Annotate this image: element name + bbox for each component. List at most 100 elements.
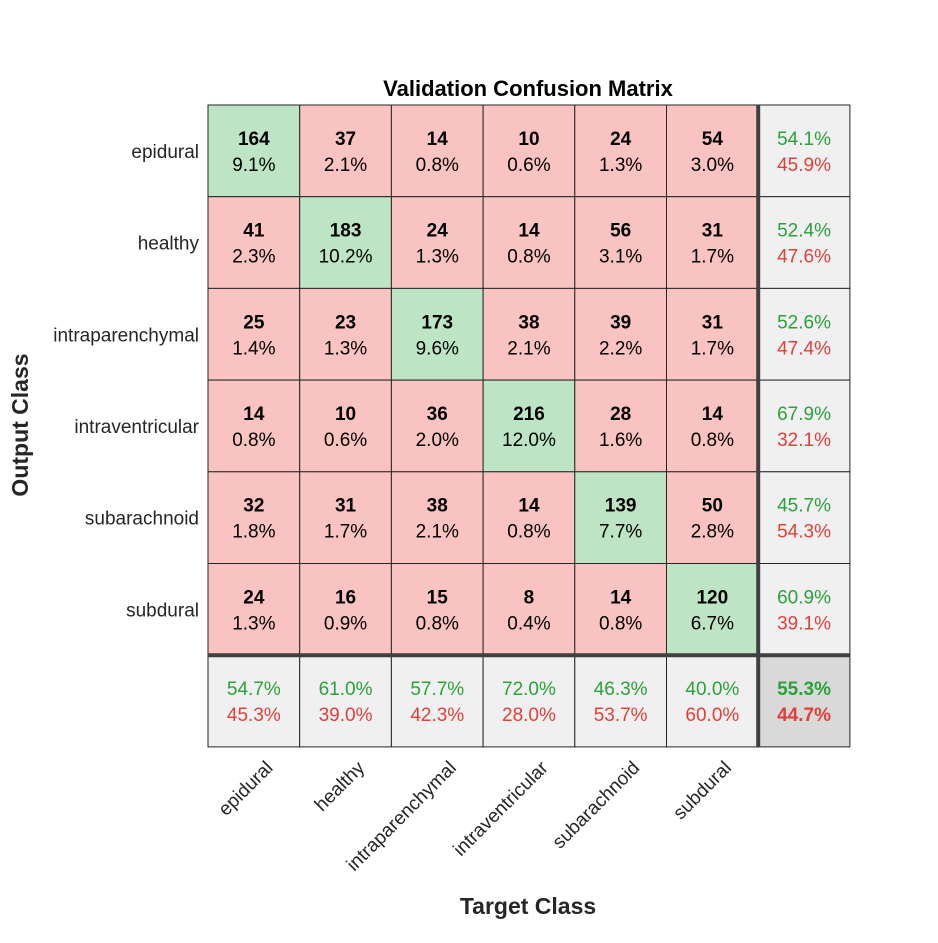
row-summary-cell [757, 563, 851, 656]
matrix-cell [207, 563, 301, 656]
cell-count: 10 [335, 404, 356, 425]
column-summary-cell [666, 654, 759, 748]
row-summary-correct: 54.1% [777, 129, 831, 150]
matrix-cell [574, 471, 667, 564]
cell-percent: 0.8% [507, 247, 550, 268]
cell-percent: 1.7% [691, 338, 734, 359]
overall-incorrect: 44.7% [777, 705, 831, 726]
cell-percent: 3.1% [599, 247, 642, 268]
cell-percent: 0.8% [416, 155, 459, 176]
cell-percent: 9.1% [232, 155, 275, 176]
cell-percent: 2.1% [416, 522, 459, 543]
row-summary-incorrect: 45.9% [777, 155, 831, 176]
cell-count: 38 [427, 496, 448, 517]
cell-count: 41 [243, 221, 265, 242]
column-summary-incorrect: 28.0% [502, 705, 556, 726]
row-summary-incorrect: 54.3% [777, 522, 831, 543]
column-summary-cell [574, 654, 667, 748]
row-summary-correct: 45.7% [777, 496, 831, 517]
column-summary-cell [482, 654, 576, 748]
matrix-cell [666, 379, 759, 473]
row-summary-cell [757, 287, 851, 381]
matrix-cell [299, 379, 392, 473]
cell-count: 28 [610, 404, 631, 425]
matrix-cell [482, 563, 576, 656]
cell-text-layer: 164 9.1% 37 2.1% 14 0.8% 10 0.6% 24 1.3% 54 3.0% 54.… [227, 129, 831, 726]
matrix-cell [299, 104, 392, 198]
row-class-label: intraparenchymal [53, 325, 199, 346]
matrix-cell [574, 563, 667, 656]
matrix-cell [207, 196, 301, 289]
column-summary-cell [207, 654, 301, 748]
cell-percent: 2.8% [691, 522, 734, 543]
matrix-cell [666, 287, 759, 381]
column-summary-cell [299, 654, 392, 748]
matrix-cell [390, 104, 484, 198]
cell-count: 39 [610, 312, 631, 333]
cell-count: 31 [702, 312, 724, 333]
cell-percent: 0.8% [599, 613, 642, 634]
matrix-cell [207, 379, 301, 473]
cell-count: 10 [518, 129, 539, 150]
cell-percent: 1.3% [416, 247, 459, 268]
matrix-cell [390, 287, 484, 381]
matrix-cell [390, 471, 484, 564]
cell-count: 32 [243, 496, 264, 517]
cell-percent: 1.3% [232, 613, 275, 634]
cell-count: 14 [702, 404, 724, 425]
column-class-label: healthy [311, 757, 370, 816]
matrix-cell [299, 563, 392, 656]
cell-count: 16 [335, 587, 356, 608]
matrix-cell [299, 287, 392, 381]
cell-count: 24 [610, 129, 632, 150]
column-summary-cell [390, 654, 484, 748]
matrix-cell [666, 563, 759, 656]
cell-percent: 0.8% [416, 613, 459, 634]
y-axis-label: Output Class [7, 353, 33, 496]
cell-percent: 3.0% [691, 155, 734, 176]
column-summary-incorrect: 53.7% [594, 705, 648, 726]
cell-count: 24 [427, 221, 449, 242]
column-summary-correct: 54.7% [227, 679, 281, 700]
row-summary-cell [757, 379, 851, 473]
cell-percent: 0.8% [507, 522, 550, 543]
cell-count: 31 [335, 496, 357, 517]
matrix-cell [390, 196, 484, 289]
cell-percent: 7.7% [599, 522, 642, 543]
column-summary-incorrect: 39.0% [319, 705, 373, 726]
cell-count: 36 [427, 404, 448, 425]
cell-percent: 9.6% [416, 338, 459, 359]
row-summary-correct: 60.9% [777, 587, 831, 608]
row-summary-incorrect: 47.6% [777, 247, 831, 268]
matrix-cell [666, 196, 759, 289]
cell-percent: 1.3% [599, 155, 642, 176]
row-summary-cell [757, 471, 851, 564]
cell-count: 14 [243, 404, 265, 425]
column-class-label: epidural [215, 758, 278, 821]
row-summary-correct: 67.9% [777, 404, 831, 425]
cell-count: 38 [518, 312, 539, 333]
column-summary-correct: 46.3% [594, 679, 648, 700]
cell-count: 15 [427, 587, 449, 608]
matrix-cell [207, 104, 301, 198]
row-summary-cell [757, 104, 851, 198]
matrix-cell [482, 104, 576, 198]
cell-percent: 0.9% [324, 613, 367, 634]
matrix-cell [390, 563, 484, 656]
column-class-label: subdural [669, 758, 735, 824]
cell-percent: 12.0% [502, 430, 556, 451]
cell-count: 14 [518, 496, 540, 517]
matrix-cell [299, 196, 392, 289]
cell-percent: 1.8% [232, 522, 275, 543]
cell-count: 14 [610, 587, 632, 608]
cell-percent: 2.0% [416, 430, 459, 451]
matrix-cell [574, 379, 667, 473]
cell-percent: 0.4% [507, 613, 550, 634]
cells-layer [207, 104, 851, 748]
row-class-label: subdural [126, 600, 199, 621]
row-class-label: epidural [131, 142, 199, 163]
row-summary-incorrect: 39.1% [777, 613, 831, 634]
matrix-cell [666, 104, 759, 198]
cell-percent: 1.6% [599, 430, 642, 451]
